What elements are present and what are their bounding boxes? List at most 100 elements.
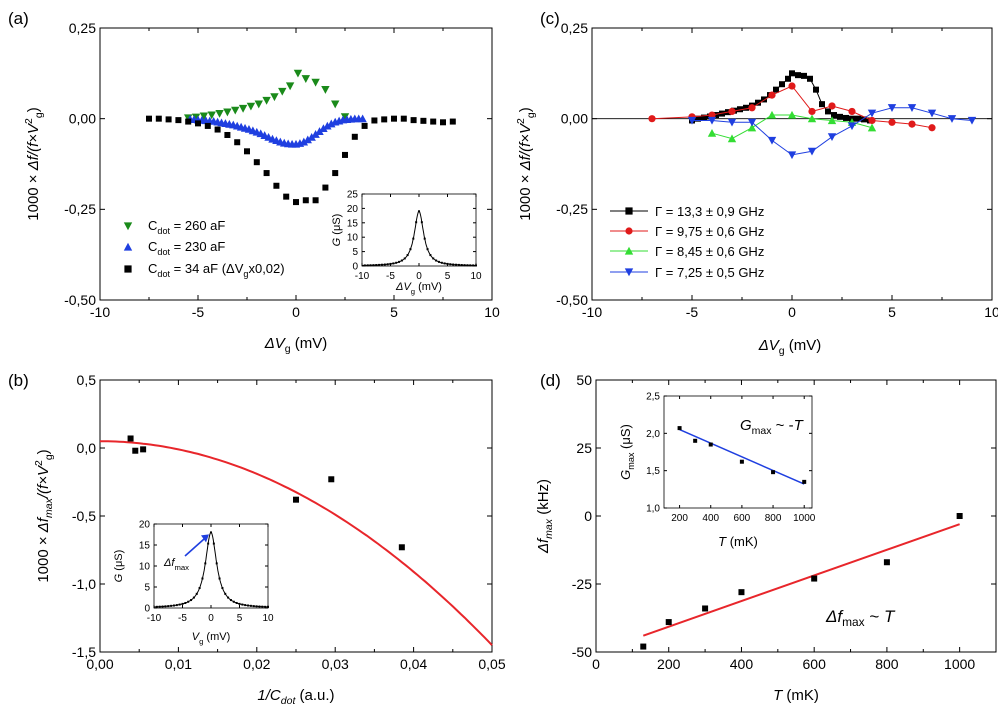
y-tick-label: 0 bbox=[144, 604, 150, 615]
data-point bbox=[185, 118, 192, 125]
inset-point bbox=[195, 592, 198, 595]
inset-point bbox=[378, 263, 381, 266]
data-point bbox=[907, 104, 917, 112]
x-tick-label: 0,03 bbox=[322, 656, 349, 672]
y-tick-label: -1,5 bbox=[72, 644, 96, 660]
data-point bbox=[867, 123, 877, 132]
data-point bbox=[713, 112, 719, 119]
data-point bbox=[788, 82, 796, 90]
plot-frame bbox=[361, 193, 477, 267]
inset-point bbox=[227, 596, 230, 599]
inset-point bbox=[175, 604, 178, 607]
data-point bbox=[827, 133, 837, 141]
data-point bbox=[888, 118, 896, 126]
x-axis-title: ΔVg (mV) bbox=[264, 335, 328, 355]
data-point bbox=[204, 122, 211, 129]
inset-point bbox=[415, 221, 418, 224]
y-tick-label: -50 bbox=[572, 644, 592, 660]
data-point bbox=[789, 70, 795, 77]
inset-point bbox=[452, 263, 455, 266]
data-point bbox=[301, 75, 310, 83]
data-point bbox=[807, 114, 817, 123]
inset-point bbox=[457, 263, 460, 266]
data-point bbox=[307, 132, 316, 141]
data-point bbox=[702, 605, 709, 612]
inset-point bbox=[218, 577, 221, 580]
data-point bbox=[807, 75, 813, 82]
y-tick-label: 1,5 bbox=[646, 466, 660, 477]
inset-point bbox=[161, 605, 164, 608]
data-point bbox=[302, 197, 309, 204]
inset-point bbox=[247, 604, 250, 607]
inset-point bbox=[406, 254, 409, 257]
data-point bbox=[358, 114, 367, 123]
x-tick-label: 10 bbox=[470, 271, 482, 282]
panel-c: -10 -5 0 5 10 -0,50 -0,25 0,00 0,25(c) ΔVg (mV) 10… bbox=[515, 9, 998, 357]
x-tick-label: 0 bbox=[208, 613, 214, 624]
y-tick-label: 0,0 bbox=[77, 440, 97, 456]
inset-point bbox=[389, 262, 392, 265]
data-point bbox=[311, 78, 320, 87]
inset-chart: -10 -5 0 5 10 0 5 10 15 20 25 ΔVg (mV) G (μS) bbox=[331, 190, 482, 297]
data-point bbox=[371, 117, 378, 124]
data-point bbox=[868, 116, 876, 125]
data-point bbox=[867, 109, 877, 118]
x-tick-label: 10 bbox=[484, 304, 500, 320]
inset-point bbox=[363, 264, 366, 267]
x-tick-label: 800 bbox=[765, 513, 782, 524]
y-tick-label: 25 bbox=[576, 440, 592, 456]
data-point bbox=[808, 107, 816, 116]
data-point bbox=[246, 102, 256, 111]
inset-x-title: Vg (mV) bbox=[192, 631, 231, 646]
inset-point bbox=[446, 262, 449, 265]
data-point bbox=[430, 118, 437, 125]
x-tick-label: 600 bbox=[803, 656, 827, 672]
inset-point bbox=[386, 263, 389, 266]
data-point bbox=[847, 122, 857, 131]
inset-point bbox=[423, 237, 426, 240]
data-point bbox=[707, 116, 717, 125]
inset-point bbox=[472, 264, 475, 267]
data-point bbox=[293, 199, 299, 206]
data-point bbox=[787, 151, 797, 160]
inset-point bbox=[241, 603, 244, 606]
inset-point bbox=[693, 438, 698, 443]
data-point bbox=[199, 112, 209, 121]
data-point bbox=[420, 117, 427, 124]
inset-point bbox=[221, 586, 224, 589]
data-point bbox=[811, 575, 818, 582]
y-tick-label: 15 bbox=[139, 541, 151, 552]
data-point bbox=[278, 87, 287, 96]
legend-marker bbox=[124, 265, 132, 273]
data-point bbox=[861, 116, 867, 123]
inset-point bbox=[187, 600, 190, 603]
inset-point bbox=[383, 263, 386, 266]
inset-curve bbox=[361, 210, 477, 266]
inset-point bbox=[198, 586, 201, 589]
data-point bbox=[707, 128, 717, 137]
data-point bbox=[883, 559, 890, 566]
data-point bbox=[293, 496, 299, 503]
data-point bbox=[768, 91, 776, 99]
data-point bbox=[837, 113, 843, 120]
x-axis-title: T (mK) bbox=[773, 687, 819, 704]
data-point bbox=[795, 72, 801, 79]
data-point bbox=[207, 111, 216, 120]
data-point bbox=[323, 121, 332, 130]
data-point bbox=[155, 115, 162, 122]
inset-point bbox=[192, 596, 195, 599]
data-point bbox=[223, 108, 232, 117]
y-tick-label: 0,00 bbox=[69, 111, 96, 127]
y-tick-label: 0,00 bbox=[561, 111, 588, 127]
x-tick-label: -5 bbox=[192, 304, 205, 320]
y-tick-label: 1,0 bbox=[646, 504, 660, 515]
inset-point bbox=[802, 479, 807, 484]
inset-curve bbox=[154, 531, 268, 608]
inset-point bbox=[158, 605, 161, 608]
x-tick-label: 10 bbox=[984, 304, 998, 320]
inset-point bbox=[167, 605, 170, 608]
data-point bbox=[687, 116, 697, 125]
inset-point bbox=[212, 542, 215, 545]
annotation-arrowhead bbox=[201, 534, 209, 543]
x-tick-label: -10 bbox=[355, 271, 370, 282]
